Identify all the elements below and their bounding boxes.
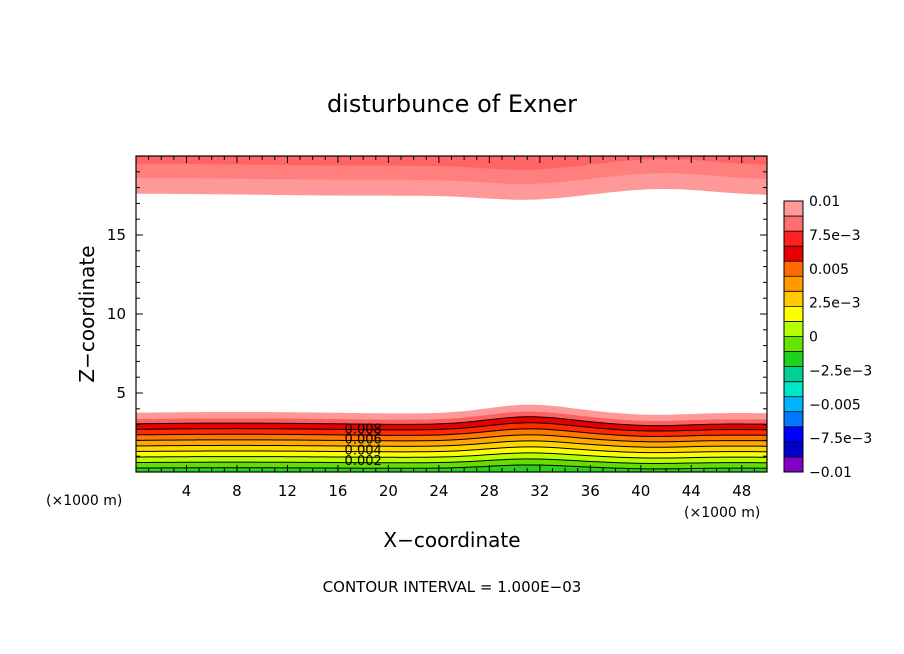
- colorbar-swatch-9: [784, 336, 803, 352]
- x-axis-label: X−coordinate: [383, 528, 520, 552]
- colorbar: 0.01 7.5e−3 0.005 2.5e−3 0 −2.5e−3 −0.005 −7.5e…: [783, 194, 872, 481]
- colorbar-label: 0.01: [809, 194, 840, 210]
- colorbar-label: −2.5e−3: [809, 363, 872, 379]
- contour-lines: [135, 416, 768, 470]
- contour-label-1: 0.006: [345, 433, 382, 448]
- contour-line-2: [135, 452, 768, 459]
- colorbar-label: 2.5e−3: [809, 296, 861, 312]
- colorbar-frame: [783, 200, 804, 473]
- colorbar-swatch-10: [784, 351, 803, 368]
- top-band-2: [136, 156, 767, 170]
- x-tick-label: 8: [232, 482, 242, 500]
- contour-line-7: [135, 422, 768, 432]
- contour-line-3: [135, 446, 768, 454]
- x-tick-label: 44: [682, 482, 701, 500]
- colorbar-swatch-13: [784, 396, 803, 413]
- contour-line-5: [135, 434, 768, 443]
- x-axis-ticks: 4 8 12 16 20 24 28 32 36 40 44 48: [148, 156, 755, 500]
- y-axis-label: Z−coordinate: [75, 245, 99, 382]
- y-tick-label: 10: [107, 305, 126, 323]
- x-tick-label: 48: [732, 482, 751, 500]
- y-tick-label: 15: [107, 226, 126, 244]
- x-tick-label: 24: [429, 482, 448, 500]
- x-tick-label: 12: [278, 482, 297, 500]
- colorbar-swatch-8: [784, 321, 803, 337]
- filled-contours: [136, 156, 767, 472]
- colorbar-swatch-7: [784, 306, 803, 322]
- contour-line-4: [135, 440, 768, 448]
- x-unit-right: (×1000 m): [684, 505, 760, 521]
- colorbar-label: −0.01: [809, 465, 852, 481]
- x-tick-label: 4: [182, 482, 192, 500]
- contour-label-3: 0.002: [345, 454, 382, 469]
- x-tick-label: 32: [530, 482, 549, 500]
- contour-line-0: [135, 464, 768, 470]
- contour-label-2: 0.004: [345, 444, 382, 459]
- colorbar-swatch-17: [784, 456, 803, 473]
- colorbar-swatch-16: [784, 441, 803, 458]
- x-tick-label: 40: [631, 482, 650, 500]
- colorbar-swatch-2: [784, 231, 803, 247]
- colorbar-swatch-6: [784, 291, 803, 307]
- x-unit-left: (×1000 m): [46, 493, 122, 509]
- colorbar-label: −7.5e−3: [809, 431, 872, 447]
- colorbar-label: 0.005: [809, 262, 849, 278]
- colorbar-swatch-4: [784, 261, 803, 277]
- chart-title: disturbunce of Exner: [327, 90, 577, 118]
- y-axis-ticks: 5 10 15: [107, 171, 767, 457]
- colorbar-swatch-12: [784, 381, 803, 398]
- colorbar-label: −0.005: [809, 397, 861, 413]
- x-tick-label: 28: [480, 482, 499, 500]
- y-tick-label: 5: [116, 384, 126, 402]
- colorbar-swatch-5: [784, 276, 803, 292]
- colorbar-swatch-0: [784, 201, 803, 217]
- contour-line-6: [135, 428, 768, 437]
- x-tick-label: 20: [379, 482, 398, 500]
- x-tick-label: 36: [581, 482, 600, 500]
- colorbar-swatch-14: [784, 411, 803, 428]
- colorbar-label: 0: [809, 330, 818, 346]
- x-tick-label: 16: [328, 482, 347, 500]
- colorbar-swatch-3: [784, 246, 803, 262]
- contour-label-0: 0.008: [345, 422, 382, 437]
- colorbar-swatch-1: [784, 216, 803, 232]
- contour-interval: CONTOUR INTERVAL = 1.000E−03: [323, 578, 582, 596]
- contour-line-1: [135, 458, 768, 464]
- contour-line-8: [135, 416, 768, 427]
- colorbar-swatch-15: [784, 426, 803, 443]
- colorbar-label: 7.5e−3: [809, 228, 861, 244]
- colorbar-swatch-11: [784, 366, 803, 383]
